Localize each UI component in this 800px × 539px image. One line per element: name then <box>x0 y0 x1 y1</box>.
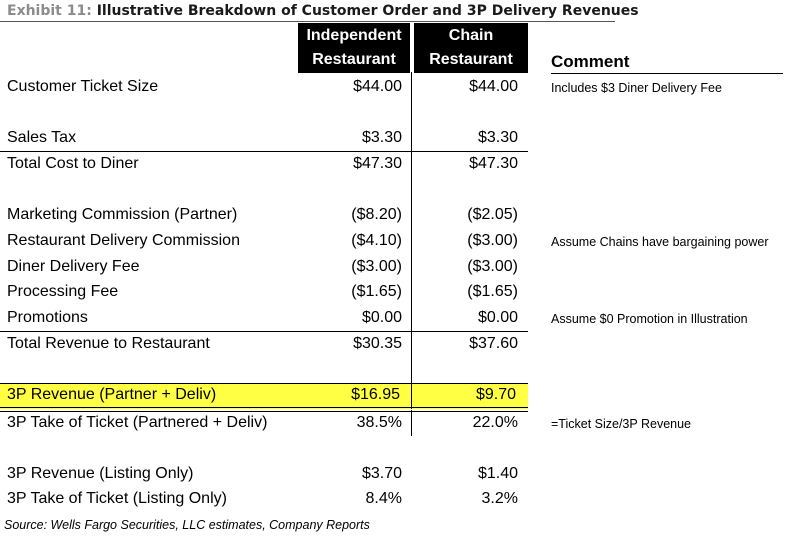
comment-header-underline <box>551 73 783 74</box>
row-label: 3P Revenue (Partner + Deliv) <box>7 386 217 403</box>
value-independent: ($3.00) <box>351 258 402 275</box>
title-divider <box>0 21 615 22</box>
value-independent: ($4.10) <box>351 232 402 249</box>
row-total-revenue-to-restaurant: Total Revenue to Restaurant $30.35 $37.6… <box>0 333 530 358</box>
value-independent: $0.00 <box>361 309 402 326</box>
value-independent: 38.5% <box>356 414 402 431</box>
row-label: Total Revenue to Restaurant <box>7 335 210 352</box>
value-chain: ($1.65) <box>467 283 518 300</box>
row-diner-delivery-fee: Diner Delivery Fee ($3.00) ($3.00) <box>0 256 530 281</box>
value-independent: $3.30 <box>361 129 402 146</box>
value-chain: $9.70 <box>475 386 516 403</box>
exhibit-number: Exhibit 11: <box>7 3 92 19</box>
value-independent: $30.35 <box>353 335 402 352</box>
row-label: Promotions <box>7 309 88 326</box>
comment-customer-ticket-size: Includes $3 Diner Delivery Fee <box>551 81 722 95</box>
double-rule-below-3p-revenue <box>0 407 528 412</box>
row-3p-take-partnered-deliv: 3P Take of Ticket (Partnered + Deliv) 38… <box>0 412 530 437</box>
value-chain: 3.2% <box>481 490 518 507</box>
column-divider-lower <box>411 410 412 436</box>
value-chain: $3.30 <box>477 129 518 146</box>
rule-above-total-cost <box>0 151 528 152</box>
exhibit-title: Exhibit 11: Illustrative Breakdown of Cu… <box>7 3 639 19</box>
value-chain: ($2.05) <box>467 206 518 223</box>
row-label: Restaurant Delivery Commission <box>7 232 240 249</box>
value-chain: ($3.00) <box>467 258 518 275</box>
row-label: 3P Revenue (Listing Only) <box>7 465 194 482</box>
value-independent: $3.70 <box>361 465 402 482</box>
header-comment: Comment <box>551 52 630 71</box>
row-label: Total Cost to Diner <box>7 155 139 172</box>
row-sales-tax: Sales Tax $3.30 $3.30 <box>0 127 530 152</box>
row-3p-revenue-partner-deliv: 3P Revenue (Partner + Deliv) $16.95 $9.7… <box>0 383 528 409</box>
value-independent: ($1.65) <box>351 283 402 300</box>
row-restaurant-delivery-commission: Restaurant Delivery Commission ($4.10) (… <box>0 230 530 255</box>
header-chain-line2: Restaurant <box>429 51 513 68</box>
row-label: Diner Delivery Fee <box>7 258 140 275</box>
value-chain: $37.60 <box>469 335 518 352</box>
source-note: Source: Wells Fargo Securities, LLC esti… <box>4 518 370 532</box>
rule-above-total-revenue <box>0 331 528 332</box>
row-label: 3P Take of Ticket (Partnered + Deliv) <box>7 414 268 431</box>
header-chain-restaurant: Chain Restaurant <box>414 23 528 73</box>
row-label: Marketing Commission (Partner) <box>7 206 238 223</box>
header-independent-line2: Restaurant <box>312 51 396 68</box>
highlight-column-divider <box>411 383 412 409</box>
row-customer-ticket-size: Customer Ticket Size $44.00 $44.00 <box>0 76 530 101</box>
value-independent: 8.4% <box>365 490 402 507</box>
header-independent-restaurant: Independent Restaurant <box>298 23 410 73</box>
row-3p-take-listing-only: 3P Take of Ticket (Listing Only) 8.4% 3.… <box>0 488 530 513</box>
value-chain: $1.40 <box>477 465 518 482</box>
row-total-cost-to-diner: Total Cost to Diner $47.30 $47.30 <box>0 153 530 178</box>
value-chain: $47.30 <box>469 155 518 172</box>
value-chain: 22.0% <box>472 414 518 431</box>
row-processing-fee: Processing Fee ($1.65) ($1.65) <box>0 281 530 306</box>
value-independent: ($8.20) <box>351 206 402 223</box>
value-independent: $44.00 <box>353 78 402 95</box>
row-3p-revenue-listing-only: 3P Revenue (Listing Only) $3.70 $1.40 <box>0 463 530 488</box>
comment-promotions: Assume $0 Promotion in Illustration <box>551 312 748 326</box>
exhibit-title-text: Illustrative Breakdown of Customer Order… <box>96 3 639 19</box>
comment-3p-take-partnered-deliv: =Ticket Size/3P Revenue <box>551 417 692 431</box>
header-independent-line1: Independent <box>306 27 402 44</box>
value-independent: $16.95 <box>351 386 400 403</box>
value-independent: $47.30 <box>353 155 402 172</box>
header-chain-line1: Chain <box>448 27 494 44</box>
value-chain: $44.00 <box>469 78 518 95</box>
row-marketing-commission: Marketing Commission (Partner) ($8.20) (… <box>0 204 530 229</box>
column-divider-upper <box>411 72 412 392</box>
row-label: 3P Take of Ticket (Listing Only) <box>7 490 227 507</box>
value-chain: ($3.00) <box>467 232 518 249</box>
value-chain: $0.00 <box>477 309 518 326</box>
row-label: Sales Tax <box>7 129 77 146</box>
row-label: Customer Ticket Size <box>7 78 159 95</box>
row-promotions: Promotions $0.00 $0.00 <box>0 307 530 332</box>
comment-restaurant-delivery-commission: Assume Chains have bargaining power <box>551 235 769 249</box>
row-label: Processing Fee <box>7 283 119 300</box>
